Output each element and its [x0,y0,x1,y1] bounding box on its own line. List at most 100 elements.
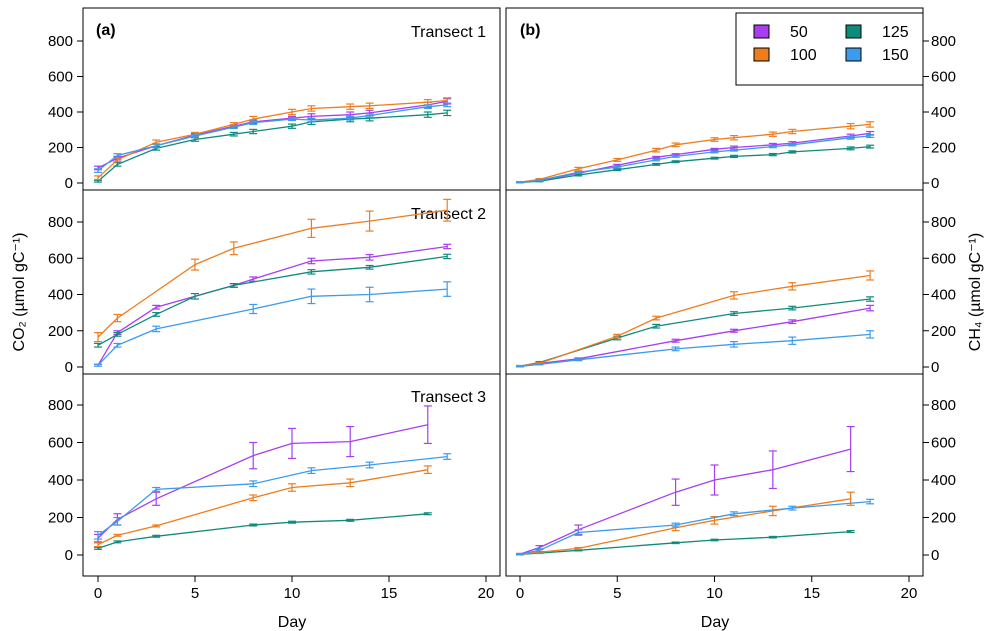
error-bar [152,312,161,317]
error-bar [346,103,355,110]
y-tick-label: 200 [931,323,956,340]
error-bar [574,170,583,174]
error-bar [710,156,719,160]
error-bar [191,292,199,300]
series-50 [94,405,432,543]
y-tick-label: 200 [931,510,956,527]
x-tick-label: 10 [706,585,723,602]
left-y-axis-label: CO₂ (µmol gC⁻¹) [11,233,28,352]
series-100 [94,465,432,548]
error-bar [94,542,102,548]
error-bar [768,450,777,490]
y-tick-label: 400 [931,104,956,121]
error-bar [443,198,452,222]
error-bar [788,150,797,154]
series-125 [94,253,452,348]
legend-swatch [845,47,862,62]
series-150 [516,498,875,556]
series-50 [516,304,875,368]
error-bar [671,522,680,528]
error-bar [191,258,199,271]
y-tick-label: 800 [931,214,956,231]
error-bar [710,464,719,496]
error-bar [191,133,199,138]
error-bar [443,243,452,250]
error-bar [423,512,432,516]
error-bar [346,478,355,488]
legend-item-150: 150 [845,47,909,64]
error-bar [307,257,316,265]
error-bar [113,153,122,158]
error-bar [365,254,374,261]
y-tick-label: 0 [65,175,73,192]
error-bar [229,241,238,256]
error-bar [729,311,738,316]
series-150 [516,330,875,368]
panel-a-label: (a) [96,22,116,39]
x-tick-label: 15 [381,585,398,602]
x-tick-label: 20 [901,585,918,602]
series-line [519,135,871,184]
x-tick-label: 5 [613,585,621,602]
series-125 [516,144,875,184]
subplot-title: Transect 2 [411,206,486,223]
error-bar [365,113,374,118]
error-bar [671,346,680,352]
error-bar [613,165,622,169]
series-line [97,245,448,366]
subplot-a-row-2: Transect 2 [94,198,486,367]
error-bar [671,541,680,545]
error-bar [574,358,583,362]
error-bar [671,478,680,506]
legend-items: 50 125 100 150 [753,24,909,64]
y-tick-label: 200 [48,510,73,527]
y-tick-label: 200 [48,323,73,340]
error-bar [113,533,122,537]
error-bar [307,218,316,239]
y-tick-label: 400 [48,104,73,121]
y-tick-label: 400 [931,287,956,304]
error-bar [152,491,161,506]
y-tick-label: 600 [48,435,73,452]
error-bar [288,427,296,460]
error-bar [94,179,102,183]
error-bar [94,168,102,173]
y-tick-label: 800 [48,397,73,414]
error-bar [365,264,374,270]
error-bar [768,535,777,539]
series-line [519,274,871,367]
error-bar [866,330,875,339]
series-50 [94,98,452,171]
y-tick-label: 600 [48,69,73,86]
y-tick-label: 400 [48,287,73,304]
error-bar [574,529,583,536]
subplot-b-row-3 [516,425,875,556]
error-bar [516,552,524,556]
error-bar [866,121,875,128]
y-tick-label: 800 [931,397,956,414]
series-line [97,513,428,550]
error-bar [866,133,875,138]
error-bar [788,336,797,345]
error-bar [249,441,258,470]
error-bar [516,365,524,368]
x-tick-label: 5 [191,585,199,602]
series-150 [516,133,875,184]
error-bar [866,498,875,505]
error-bar [535,363,544,366]
series-line [519,307,871,367]
error-bar [768,152,777,157]
series-line [519,500,871,555]
error-bar [846,425,855,473]
error-bar [443,102,452,108]
error-bar [229,125,238,130]
error-bar [788,128,797,135]
error-bar [423,104,432,110]
legend-item-125: 125 [845,24,909,41]
error-bar [423,405,432,445]
series-150 [94,281,452,367]
y-tick-label: 600 [931,250,956,267]
error-bar [94,530,102,540]
error-bar [229,283,238,288]
